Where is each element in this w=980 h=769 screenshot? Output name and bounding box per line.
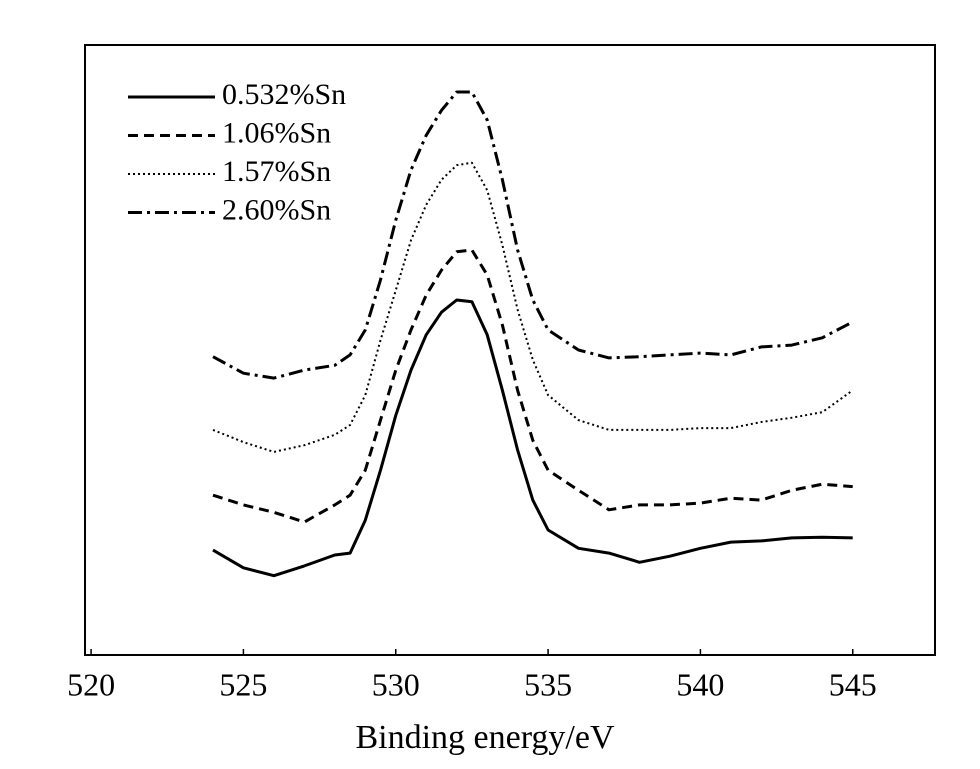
x-tick-label: 540: [676, 666, 724, 702]
x-tick-label: 545: [829, 666, 877, 702]
x-tick-label: 535: [524, 666, 572, 702]
legend-label: 1.57%Sn: [222, 155, 331, 188]
legend-label: 0.532%Sn: [222, 78, 346, 111]
legend-label: 1.06%Sn: [222, 116, 331, 149]
x-tick-label: 530: [372, 666, 420, 702]
plot-frame: [84, 44, 936, 656]
x-tick-label: 520: [67, 666, 115, 702]
line-series: [212, 248, 853, 524]
line-series: [212, 161, 854, 453]
x-axis-label: Binding energy/eV: [355, 719, 614, 756]
x-tick-label: 525: [219, 666, 267, 702]
legend-label: 2.60%Sn: [222, 193, 331, 226]
line-series: [212, 298, 853, 578]
line-series: [212, 90, 854, 380]
